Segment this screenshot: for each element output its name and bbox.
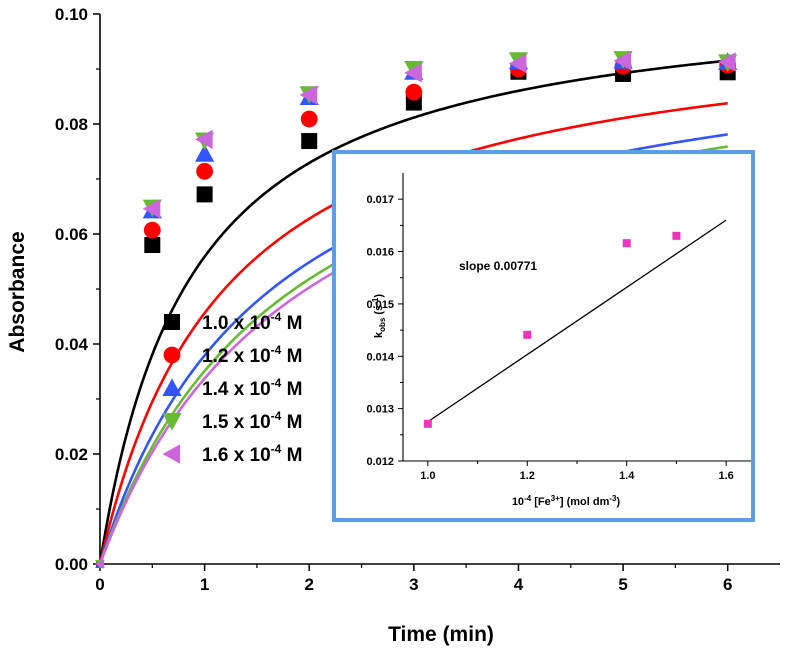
inset-xlabel-prefix-exp: -4 (524, 494, 532, 503)
main-x-tick-label: 3 (409, 575, 418, 594)
inset-ylabel-end: ) (373, 294, 385, 298)
data-point (143, 221, 161, 239)
legend-label-base: 1.6 x 10 (202, 445, 271, 466)
legend-label: 1.2 x 10-4 M (202, 343, 302, 367)
inset-xlabel-mid-exp: 3+ (551, 494, 560, 503)
inset-xlabel-suffix: ] (mol dm (560, 496, 610, 508)
legend-label-unit: M (281, 445, 302, 466)
main-y-tick-label: 0.00 (55, 555, 88, 574)
main-y-tick-label: 0.10 (55, 5, 88, 24)
inset-regression-line (427, 219, 727, 423)
legend-marker (162, 378, 182, 396)
main-x-tick-label: 4 (514, 575, 524, 594)
inset-y-tick-label: 0.014 (366, 351, 394, 363)
legend-label-base: 1.2 x 10 (202, 346, 271, 367)
legend-label: 1.0 x 10-4 M (202, 310, 302, 334)
inset-data-point (423, 419, 432, 428)
inset-xlabel-prefix: 10 (512, 496, 524, 508)
main-x-tick-label: 0 (95, 575, 104, 594)
main-y-tick-label: 0.02 (55, 445, 88, 464)
legend-label-unit: M (281, 379, 302, 400)
data-point (404, 63, 422, 83)
inset-y-tick-label: 0.013 (366, 404, 394, 416)
inset-x-tick-label: 1.4 (619, 470, 635, 482)
legend-label-exp: -4 (271, 442, 282, 456)
inset-data-points (423, 231, 681, 428)
main-x-tick-label: 2 (304, 575, 313, 594)
main-y-tick-label: 0.06 (55, 225, 88, 244)
inset-y-tick-label: 0.015 (366, 299, 394, 311)
inset-ylabel-unit-exp: -1 (371, 297, 380, 305)
inset-y-tick-label: 0.016 (366, 247, 394, 259)
legend: 1.0 x 10-4 M1.2 x 10-4 M1.4 x 10-4 M1.5 … (162, 310, 302, 466)
inset-y-axis-title: kobs (s-1) (371, 294, 387, 338)
inset-data-point (523, 330, 532, 339)
legend-marker (163, 346, 181, 364)
data-point (142, 199, 161, 219)
data-point (300, 110, 318, 128)
legend-label-unit: M (281, 412, 302, 433)
data-point (718, 52, 736, 72)
data-point (144, 237, 161, 253)
inset-plot: 1.0 1.2 1.4 1.6 0.012 0.013 0.014 0.015 0.016 0.0… (332, 150, 755, 522)
inset-xlabel-suffix-exp: -3 (609, 494, 617, 503)
main-y-axis-title: Absorbance (6, 231, 29, 352)
legend-label: 1.4 x 10-4 M (202, 376, 302, 400)
main-x-tick-label: 1 (200, 575, 209, 594)
inset-ylabel-main: k (373, 331, 385, 338)
data-point (196, 186, 213, 203)
legend-label-unit: M (281, 346, 302, 367)
data-point (508, 53, 527, 74)
main-x-tick-label: 5 (618, 575, 627, 594)
legend-label-base: 1.0 x 10 (202, 313, 271, 334)
data-point (195, 129, 213, 149)
legend-marker (162, 444, 180, 464)
legend-label-exp: -4 (271, 376, 282, 390)
legend-label: 1.5 x 10-4 M (202, 409, 302, 433)
legend-label-base: 1.5 x 10 (202, 412, 271, 433)
main-y-tick-label: 0.04 (55, 335, 89, 354)
legend-marker (164, 314, 180, 330)
data-point (301, 133, 318, 150)
main-x-axis-title: Time (min) (388, 623, 494, 646)
inset-axes: 1.0 1.2 1.4 1.6 0.012 0.013 0.014 0.015 0.016 0.0… (366, 173, 751, 482)
inset-x-tick-label: 1.6 (718, 470, 733, 482)
data-point (195, 144, 215, 162)
legend-label-unit: M (281, 313, 302, 334)
main-y-tick-label: 0.08 (55, 115, 88, 134)
data-point (95, 559, 104, 569)
legend-label-exp: -4 (271, 310, 282, 324)
inset-data-point (622, 239, 631, 248)
main-axes: 0 1 2 3 4 5 6 0.00 0.02 0.04 0.06 0.08 0.10 (55, 5, 780, 594)
inset-ylabel-unit: (s (373, 305, 385, 318)
inset-x-tick-label: 1.2 (520, 470, 535, 482)
inset-ylabel-sub: obs (378, 317, 387, 332)
data-point (405, 83, 423, 101)
inset-slope-annotation: slope 0.00771 (459, 259, 537, 273)
inset-x-tick-label: 1.0 (420, 470, 435, 482)
data-point (196, 162, 214, 180)
data-point (613, 51, 632, 71)
data-point (299, 85, 318, 105)
inset-y-tick-label: 0.012 (366, 456, 394, 468)
inset-data-point (672, 231, 681, 240)
legend-label-exp: -4 (271, 409, 282, 423)
inset-fit-line (427, 219, 727, 423)
inset-frame (332, 150, 755, 522)
inset-x-axis-title: 10-4 [Fe3+] (mol dm-3) (512, 494, 621, 508)
inset-xlabel-mid: [Fe (531, 496, 551, 508)
legend-marker (162, 413, 182, 431)
main-data-points (95, 51, 738, 569)
legend-label: 1.6 x 10-4 M (202, 442, 302, 466)
inset-y-tick-label: 0.017 (366, 194, 394, 206)
inset-xlabel-end: ) (617, 496, 621, 508)
legend-label-exp: -4 (271, 343, 282, 357)
legend-label-base: 1.4 x 10 (202, 379, 271, 400)
main-x-tick-label: 6 (723, 575, 732, 594)
